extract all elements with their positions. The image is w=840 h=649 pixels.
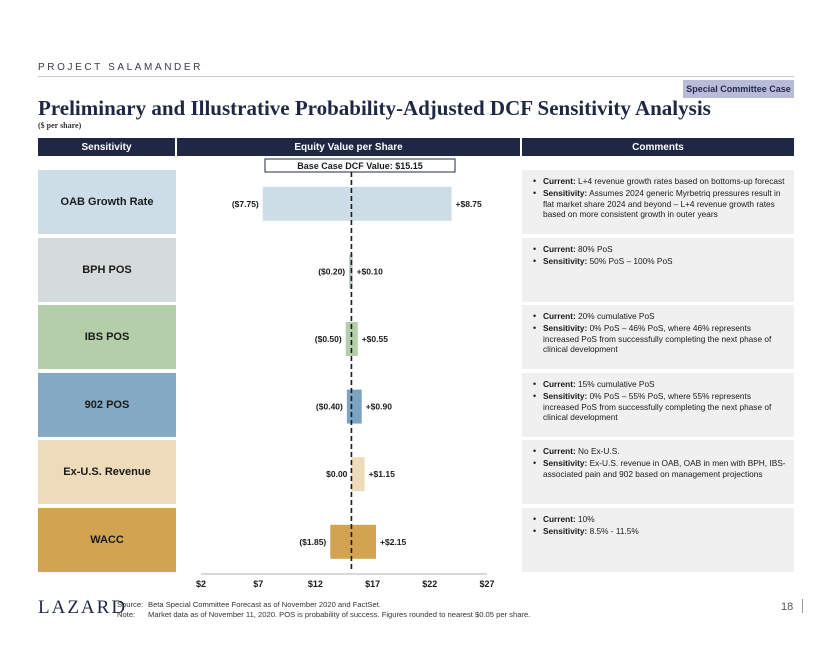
comment-text: Ex-U.S. revenue in OAB, OAB in men with …: [543, 458, 786, 479]
sensitivity-label: WACC: [38, 508, 176, 572]
sensitivity-label: OAB Growth Rate: [38, 170, 176, 234]
comment-head: Sensitivity:: [543, 256, 588, 267]
case-badge: Special Committee Case: [683, 80, 794, 98]
comment-head: Current:: [543, 176, 576, 186]
comment-item: Sensitivity: 0% PoS – 55% PoS, where 55%…: [532, 391, 786, 422]
header-sensitivity: Sensitivity: [38, 138, 175, 156]
bar-wacc: [330, 524, 377, 559]
comment-text: Assumes 2024 generic Myrbetriq pressures…: [543, 188, 781, 219]
comment-item: Sensitivity: Ex-U.S. revenue in OAB, OAB…: [532, 458, 786, 479]
tornado-chart: Base Case DCF Value: $15.15 ($7.75) +$8.75…: [196, 158, 495, 589]
comment-box: Current: No Ex-U.S.Sensitivity: Ex-U.S. …: [522, 440, 794, 504]
comment-head: Sensitivity:: [543, 526, 588, 537]
comment-list: Current: 15% cumulative PoSSensitivity: …: [532, 379, 786, 422]
downside-label: $0.00: [326, 469, 348, 479]
comment-item: Sensitivity: 8.5% - 11.5%: [532, 526, 786, 537]
page-title: Preliminary and Illustrative Probability…: [38, 96, 711, 120]
comment-item: Sensitivity: Assumes 2024 generic Myrbet…: [532, 188, 786, 219]
comment-head: Sensitivity:: [543, 391, 588, 402]
comment-item: Current: L+4 revenue growth rates based …: [532, 176, 786, 187]
page-rule: [802, 599, 803, 613]
downside-label: ($7.75): [232, 199, 259, 209]
comment-item: Sensitivity: 50% PoS – 100% PoS: [532, 256, 786, 267]
sensitivity-label: Ex-U.S. Revenue: [38, 440, 176, 504]
comment-item: Current: No Ex-U.S.: [532, 446, 786, 457]
upside-label: +$8.75: [456, 199, 483, 209]
bar-oab-growth-rate: [262, 186, 452, 221]
comment-box: Current: 15% cumulative PoSSensitivity: …: [522, 373, 794, 437]
comment-text: 8.5% - 11.5%: [587, 526, 639, 537]
downside-label: ($0.40): [316, 402, 343, 412]
bar-ibs-pos: [345, 322, 358, 356]
comment-list: Current: 10%Sensitivity: 8.5% - 11.5%: [532, 514, 786, 537]
x-tick-label: $12: [308, 579, 323, 589]
upside-label: +$0.90: [366, 402, 393, 412]
sensitivity-label: IBS POS: [38, 305, 176, 369]
comment-text: 0% PoS – 55% PoS, where 55% represents i…: [543, 391, 772, 422]
upside-label: +$0.55: [362, 334, 389, 344]
downside-label: ($0.50): [315, 334, 342, 344]
page-number: 18: [781, 601, 794, 613]
comment-text: 15% cumulative PoS: [575, 379, 655, 389]
comment-box: Current: 80% PoSSensitivity: 50% PoS – 1…: [522, 238, 794, 302]
note-text: Market data as of November 11, 2020. POS…: [148, 610, 531, 619]
x-tick-label: $2: [196, 579, 206, 589]
comment-list: Current: L+4 revenue growth rates based …: [532, 176, 786, 219]
comment-list: Current: No Ex-U.S.Sensitivity: Ex-U.S. …: [532, 446, 786, 479]
comment-head: Sensitivity:: [543, 458, 588, 469]
x-tick-label: $7: [253, 579, 263, 589]
comment-head: Current:: [543, 379, 576, 389]
source-key: Source:: [117, 600, 144, 609]
header-equity-value: Equity Value per Share: [177, 138, 520, 156]
comment-box: Current: 20% cumulative PoSSensitivity: …: [522, 305, 794, 369]
x-tick-label: $27: [479, 579, 494, 589]
page-subtitle: ($ per share): [38, 121, 82, 130]
comment-box: Current: 10%Sensitivity: 8.5% - 11.5%: [522, 508, 794, 572]
comment-head: Current:: [543, 244, 576, 254]
base-case-label: Base Case DCF Value: $15.15: [297, 161, 423, 171]
top-rule: [38, 76, 794, 77]
comment-item: Current: 10%: [532, 514, 786, 525]
comment-list: Current: 80% PoSSensitivity: 50% PoS – 1…: [532, 244, 786, 267]
note-key: Note:: [117, 610, 136, 619]
upside-label: +$0.10: [357, 266, 384, 276]
comment-head: Current:: [543, 311, 576, 321]
x-tick-label: $17: [365, 579, 380, 589]
downside-label: ($1.85): [299, 537, 326, 547]
x-tick-label: $22: [422, 579, 437, 589]
comment-list: Current: 20% cumulative PoSSensitivity: …: [532, 311, 786, 354]
sensitivity-label: BPH POS: [38, 238, 176, 302]
comment-text: 50% PoS – 100% PoS: [587, 256, 673, 267]
upside-label: +$2.15: [380, 537, 407, 547]
base-case-box: [264, 158, 456, 173]
comment-text: 10%: [575, 514, 595, 524]
project-name: PROJECT SALAMANDER: [38, 62, 203, 73]
sensitivity-label: 902 POS: [38, 373, 176, 437]
bar-ex-u-s-revenue: [351, 457, 365, 492]
comment-text: 80% PoS: [575, 244, 613, 254]
comment-item: Sensitivity: 0% PoS – 46% PoS, where 46%…: [532, 323, 786, 354]
comment-head: Sensitivity:: [543, 188, 588, 199]
comment-text: 20% cumulative PoS: [575, 311, 655, 321]
comment-item: Current: 15% cumulative PoS: [532, 379, 786, 390]
upside-label: +$1.15: [369, 469, 396, 479]
bar-902-pos: [346, 389, 362, 424]
comment-item: Current: 80% PoS: [532, 244, 786, 255]
comment-box: Current: L+4 revenue growth rates based …: [522, 170, 794, 234]
comment-text: 0% PoS – 46% PoS, where 46% represents i…: [543, 323, 772, 354]
source-text: Beta Special Committee Forecast as of No…: [148, 600, 381, 609]
comment-head: Sensitivity:: [543, 323, 588, 334]
header-comments: Comments: [522, 138, 794, 156]
comment-item: Current: 20% cumulative PoS: [532, 311, 786, 322]
comment-head: Current:: [543, 514, 576, 524]
downside-label: ($0.20): [318, 266, 345, 276]
lazard-logo: LAZARD: [38, 597, 128, 618]
comment-text: No Ex-U.S.: [575, 446, 620, 456]
comment-text: L+4 revenue growth rates based on bottom…: [575, 176, 785, 186]
comment-head: Current:: [543, 446, 576, 456]
